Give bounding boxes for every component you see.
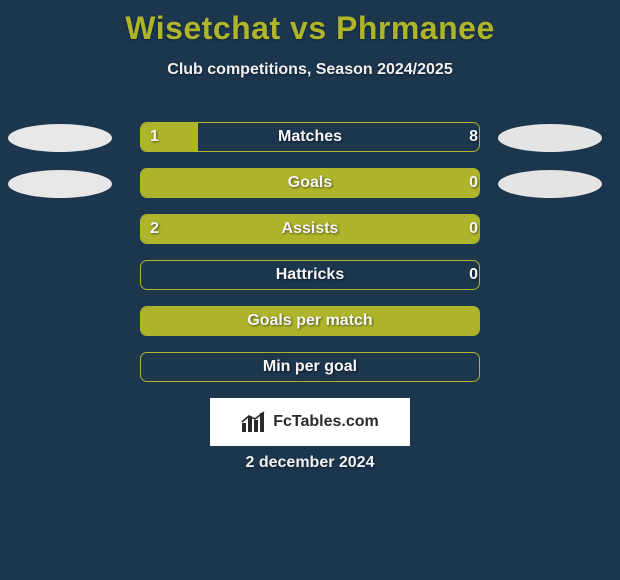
branding-badge: FcTables.com [210, 398, 410, 446]
stat-bar-track [140, 260, 480, 290]
comparison-chart: Matches18Goals0Assists20Hattricks0Goals … [0, 120, 620, 396]
stat-bar-track [140, 352, 480, 382]
stat-bar-right-fill [401, 215, 479, 243]
stat-row: Goals0 [0, 166, 620, 212]
stat-bar-left-fill [141, 215, 401, 243]
stat-row: Min per goal [0, 350, 620, 396]
player-marker-left [8, 170, 112, 198]
stat-bar-left-fill [141, 123, 198, 151]
player-marker-right [498, 124, 602, 152]
brand-text: FcTables.com [273, 413, 379, 431]
stat-row: Assists20 [0, 212, 620, 258]
stat-row: Hattricks0 [0, 258, 620, 304]
player-marker-right [498, 170, 602, 198]
stat-bar-track [140, 122, 480, 152]
bars-icon [241, 411, 267, 433]
stat-bar-left-fill [141, 307, 479, 335]
stat-bar-track [140, 214, 480, 244]
page-title: Wisetchat vs Phrmanee [0, 0, 620, 47]
stat-row: Goals per match [0, 304, 620, 350]
stat-row: Matches18 [0, 120, 620, 166]
chart-date: 2 december 2024 [0, 454, 620, 472]
page-subtitle: Club competitions, Season 2024/2025 [0, 61, 620, 79]
stat-bar-track [140, 168, 480, 198]
player-marker-left [8, 124, 112, 152]
stat-bar-track [140, 306, 480, 336]
stat-bar-left-fill [141, 169, 479, 197]
